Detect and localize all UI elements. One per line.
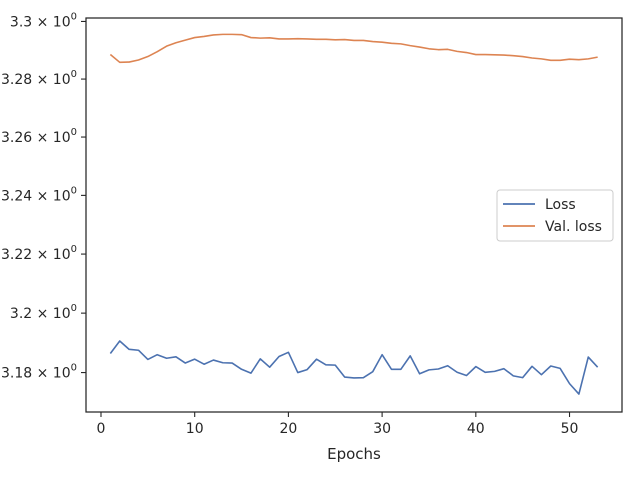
x-axis-ticks: 0 10 20 30 40 50 xyxy=(97,412,579,437)
axes-frame xyxy=(85,17,623,413)
x-tick-label: 50 xyxy=(561,421,579,437)
series-line-val-loss xyxy=(109,33,598,64)
y-tick-label: 3.18 × 100 xyxy=(1,363,77,382)
y-tick-label: 3.3 × 100 xyxy=(10,11,77,30)
y-tick-label: 3.28 × 100 xyxy=(1,69,77,88)
legend: Loss Val. loss xyxy=(496,189,614,242)
x-tick-label: 30 xyxy=(373,421,391,437)
x-tick-label: 40 xyxy=(467,421,485,437)
y-tick-label: 3.22 × 100 xyxy=(1,244,77,263)
series-line-loss xyxy=(109,340,599,395)
legend-label: Loss xyxy=(545,197,576,213)
legend-label: Val. loss xyxy=(545,219,602,235)
y-tick-label: 3.24 × 100 xyxy=(1,185,77,204)
x-tick-label: 20 xyxy=(279,421,297,437)
y-tick-label: 3.26 × 100 xyxy=(1,127,77,146)
x-tick-label: 10 xyxy=(186,421,204,437)
x-axis-label: Epochs xyxy=(327,445,381,463)
legend-box xyxy=(496,189,614,242)
series-layer xyxy=(109,33,599,395)
y-axis-ticks: 3.18 × 100 3.2 × 100 3.22 × 100 3.24 × 100 3… xyxy=(1,11,86,382)
x-tick-label: 0 xyxy=(97,421,106,437)
y-tick-label: 3.2 × 100 xyxy=(10,303,77,322)
